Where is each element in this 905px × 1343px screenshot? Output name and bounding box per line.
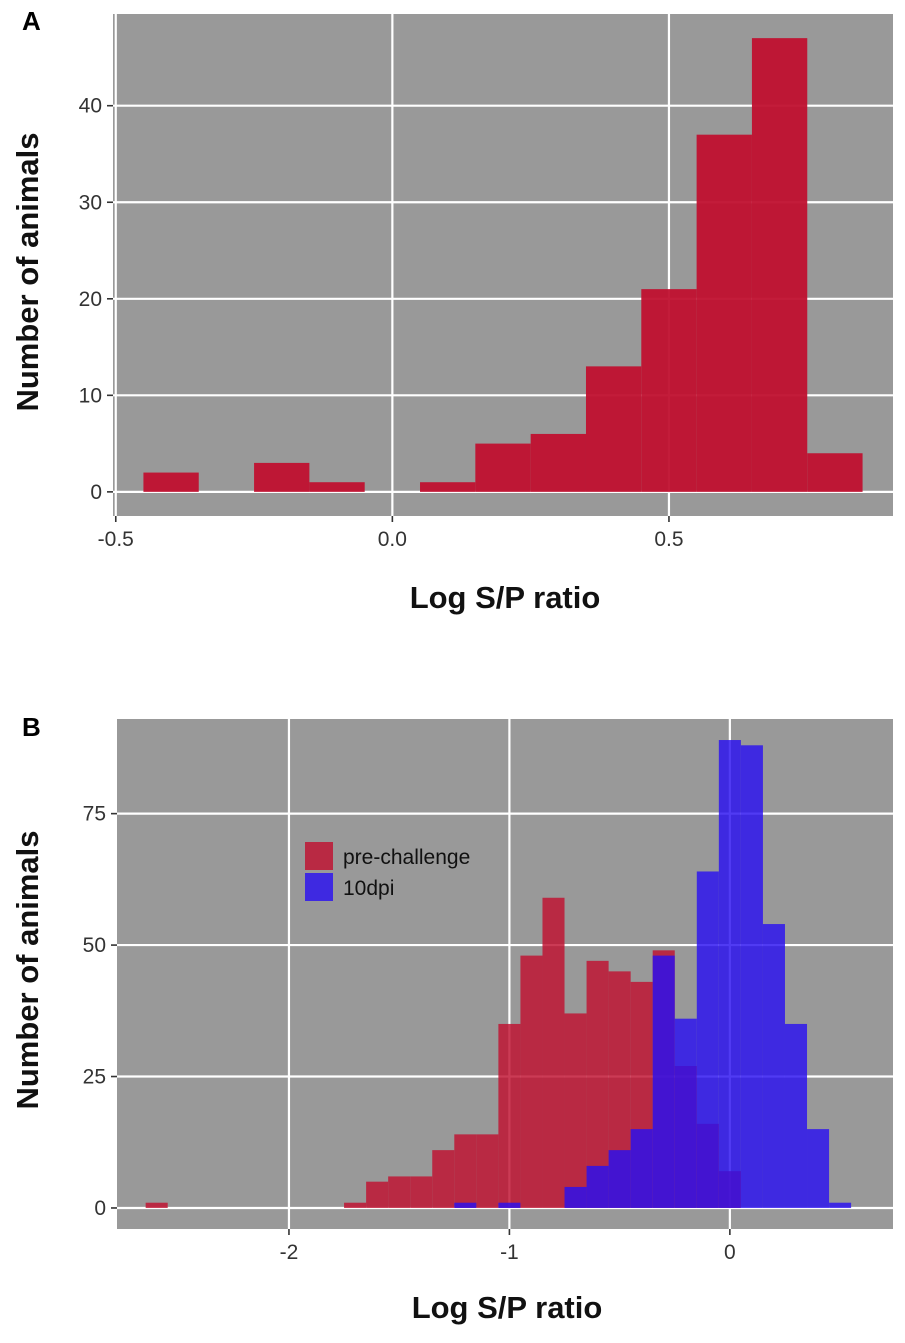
x-tick-label-b-1: -1 bbox=[500, 1241, 519, 1264]
bar-b-10dpi-7 bbox=[608, 1150, 631, 1208]
bar-b-pre-challenge-17 bbox=[520, 955, 543, 1208]
bar-a-pre-challenge-3 bbox=[309, 482, 365, 492]
panel-a: A -0.5 0.0 0.5 0 10 20 30 40 Log S/P ratio Numb… bbox=[10, 6, 893, 615]
bar-b-pre-challenge-15 bbox=[476, 1134, 499, 1208]
y-axis-title-b: Number of animals bbox=[10, 830, 45, 1109]
bar-b-pre-challenge-20 bbox=[586, 960, 609, 1208]
bar-b-pre-challenge-14 bbox=[454, 1134, 477, 1208]
x-tick-label-a-1: 0.0 bbox=[378, 528, 407, 551]
bar-b-pre-challenge-0 bbox=[145, 1202, 168, 1208]
bar-b-10dpi-8 bbox=[630, 1129, 653, 1208]
y-tick-label-a-0: 0 bbox=[90, 481, 102, 504]
bar-b-pre-challenge-21 bbox=[608, 971, 631, 1208]
bar-a-pre-challenge-0 bbox=[143, 472, 199, 492]
series-10dpi bbox=[454, 740, 852, 1208]
y-tick-label-b-2: 50 bbox=[83, 934, 106, 957]
panel-letter-a: A bbox=[22, 6, 41, 36]
x-tick-label-a-0: -0.5 bbox=[98, 528, 134, 551]
legend-label-pre-challenge: pre-challenge bbox=[343, 846, 470, 869]
bar-a-pre-challenge-2 bbox=[254, 462, 310, 492]
bar-b-pre-challenge-13 bbox=[432, 1150, 455, 1208]
bar-b-pre-challenge-18 bbox=[542, 897, 565, 1208]
bar-a-pre-challenge-6 bbox=[475, 443, 531, 492]
x-axis-title-b: Log S/P ratio bbox=[412, 1290, 603, 1325]
axes-a: -0.5 0.0 0.5 0 10 20 30 40 bbox=[79, 95, 684, 551]
bar-a-pre-challenge-5 bbox=[420, 482, 476, 492]
y-tick-label-b-0: 0 bbox=[94, 1197, 106, 1220]
bar-b-pre-challenge-9 bbox=[344, 1202, 367, 1208]
x-tick-label-a-2: 0.5 bbox=[654, 528, 683, 551]
y-tick-label-a-4: 40 bbox=[79, 95, 102, 118]
bar-a-pre-challenge-7 bbox=[530, 433, 586, 492]
x-axis-title-a: Log S/P ratio bbox=[410, 580, 601, 615]
bar-b-10dpi-2 bbox=[498, 1202, 521, 1208]
bar-b-pre-challenge-16 bbox=[498, 1023, 521, 1208]
bar-b-10dpi-14 bbox=[762, 924, 785, 1208]
bar-b-10dpi-9 bbox=[652, 955, 675, 1208]
y-tick-label-b-3: 75 bbox=[83, 803, 106, 826]
bars-a bbox=[143, 38, 863, 492]
y-tick-label-b-1: 25 bbox=[83, 1066, 106, 1089]
bar-a-pre-challenge-8 bbox=[585, 366, 642, 492]
bar-a-pre-challenge-12 bbox=[807, 453, 863, 492]
legend-label-10dpi: 10dpi bbox=[343, 877, 394, 900]
bar-b-10dpi-11 bbox=[696, 871, 719, 1208]
bar-a-pre-challenge-9 bbox=[641, 289, 697, 492]
bar-b-pre-challenge-12 bbox=[410, 1176, 433, 1208]
series-pre-challenge bbox=[143, 38, 863, 492]
bar-b-pre-challenge-10 bbox=[366, 1181, 389, 1208]
bar-b-pre-challenge-19 bbox=[564, 1013, 587, 1208]
axes-b: -2 -1 0 0 25 50 75 bbox=[83, 803, 736, 1264]
y-tick-label-a-1: 10 bbox=[79, 384, 102, 407]
y-axis-title-a: Number of animals bbox=[10, 132, 45, 411]
bar-b-pre-challenge-11 bbox=[388, 1176, 411, 1208]
bars-b bbox=[145, 740, 852, 1208]
bar-b-10dpi-10 bbox=[674, 1018, 697, 1208]
x-tick-label-b-0: -2 bbox=[280, 1241, 299, 1264]
y-tick-label-a-3: 30 bbox=[79, 191, 102, 214]
bar-b-10dpi-5 bbox=[564, 1186, 587, 1208]
panel-b: B -2 -1 0 0 25 50 75 pre-challenge 10dpi Log S… bbox=[10, 712, 893, 1325]
bar-b-10dpi-12 bbox=[718, 740, 741, 1208]
bar-b-10dpi-15 bbox=[784, 1023, 808, 1208]
bar-b-10dpi-16 bbox=[807, 1129, 830, 1208]
y-tick-label-a-2: 20 bbox=[79, 288, 102, 311]
bar-b-10dpi-0 bbox=[454, 1202, 477, 1208]
panel-letter-b: B bbox=[22, 712, 41, 742]
legend-key-10dpi bbox=[305, 873, 333, 901]
bar-b-10dpi-17 bbox=[829, 1202, 852, 1208]
x-tick-label-b-2: 0 bbox=[724, 1241, 736, 1264]
bar-a-pre-challenge-10 bbox=[696, 134, 752, 492]
bar-b-10dpi-6 bbox=[586, 1165, 609, 1208]
bar-a-pre-challenge-11 bbox=[751, 38, 808, 492]
bar-b-10dpi-13 bbox=[740, 745, 763, 1208]
legend-b: pre-challenge 10dpi bbox=[305, 842, 470, 901]
legend-key-pre-challenge bbox=[305, 842, 333, 870]
